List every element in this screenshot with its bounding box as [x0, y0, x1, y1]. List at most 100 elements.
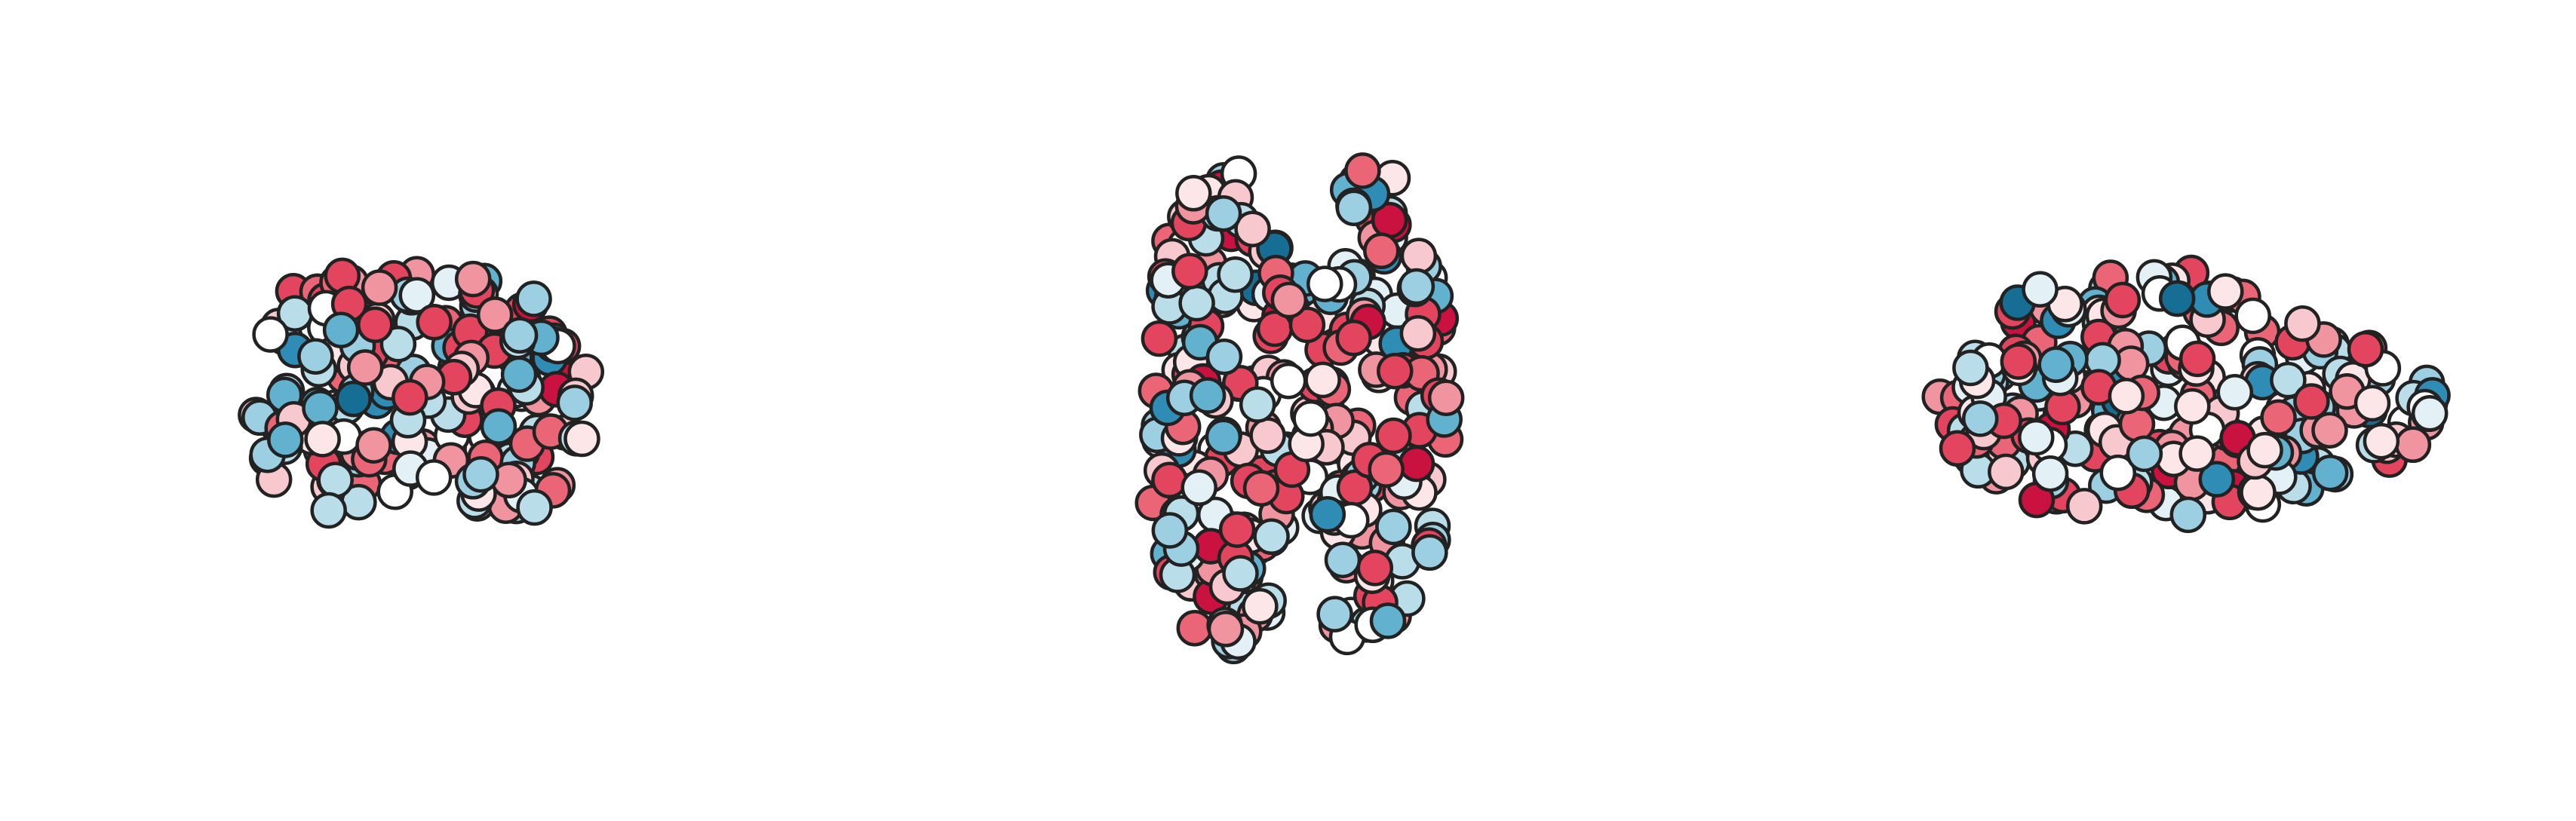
node-marker [1181, 469, 1217, 507]
node-marker [379, 326, 417, 363]
node-marker [1377, 352, 1414, 390]
node-marker [480, 408, 517, 445]
node-marker [1369, 602, 1407, 639]
node-marker [2394, 426, 2432, 464]
node-marker [2174, 388, 2211, 425]
node-marker [1324, 541, 1362, 578]
node-marker [2270, 361, 2307, 399]
node-marker [310, 492, 347, 529]
node-marker [1242, 470, 1280, 507]
node-marker [2178, 340, 2216, 378]
node-marker [1234, 210, 1271, 247]
node-marker [476, 296, 514, 333]
node-marker [2216, 374, 2254, 411]
node-marker [2234, 297, 2271, 335]
node-marker [454, 260, 492, 298]
node-marker [297, 338, 334, 375]
node-marker [515, 280, 552, 317]
node-marker [2347, 330, 2384, 368]
node-marker [1217, 256, 1254, 293]
node-marker [1304, 361, 1341, 399]
node-marker [1335, 189, 1373, 226]
node-marker [1178, 284, 1215, 322]
node-marker [2293, 383, 2330, 420]
node-marker [1988, 453, 2025, 491]
node-marker [2169, 496, 2207, 534]
node-marker [1141, 320, 1178, 357]
node-marker [1205, 339, 1243, 375]
node-marker [1288, 306, 1326, 344]
node-marker [302, 390, 339, 427]
node-marker [1218, 511, 1256, 548]
node-marker [2311, 455, 2349, 492]
node-marker [1205, 195, 1242, 232]
node-marker [501, 317, 539, 354]
node-marker [1253, 518, 1290, 556]
node-marker [322, 311, 360, 348]
node-marker [1309, 496, 1346, 533]
node-marker [2065, 488, 2103, 525]
node-marker [1207, 611, 1245, 648]
node-marker [2260, 399, 2297, 437]
node-marker [1292, 400, 1329, 437]
node-marker [1239, 386, 1276, 423]
node-marker [1939, 430, 1976, 467]
node-marker [355, 427, 392, 464]
node-marker [252, 316, 289, 353]
node-marker [2108, 378, 2145, 415]
node-marker [1189, 377, 1227, 414]
node-marker [1242, 588, 1279, 625]
node-marker [2158, 280, 2196, 317]
node-marker [1363, 232, 1400, 270]
node-marker [317, 461, 354, 498]
node-marker [361, 269, 398, 306]
node-marker [415, 459, 453, 496]
node-marker [357, 306, 394, 344]
node-marker [1411, 534, 1448, 571]
sagittal-view [1921, 254, 2451, 534]
node-marker [2246, 431, 2283, 469]
node-marker [2022, 271, 2059, 308]
node-marker [1270, 362, 1307, 400]
node-marker [1368, 451, 1405, 488]
node-marker [462, 456, 499, 493]
node-marker [2411, 395, 2449, 432]
node-marker [1249, 417, 1286, 455]
node-marker [1375, 508, 1412, 546]
node-marker [346, 349, 384, 386]
node-marker [1175, 175, 1212, 212]
node-marker [1270, 281, 1308, 319]
node-marker [1952, 349, 1989, 387]
node-marker [416, 304, 453, 341]
node-marker [2018, 418, 2055, 456]
node-marker [2284, 305, 2321, 342]
node-marker [1399, 315, 1437, 352]
node-marker [1356, 550, 1394, 587]
node-marker [391, 378, 428, 416]
node-marker [1961, 400, 1999, 437]
node-marker [2198, 461, 2236, 498]
node-marker [1335, 320, 1372, 357]
node-marker [1398, 445, 1435, 482]
node-marker [1151, 512, 1189, 549]
node-marker [304, 421, 341, 458]
node-marker [1176, 609, 1214, 647]
node-marker [2363, 422, 2400, 460]
node-marker [398, 277, 436, 314]
node-marker [2104, 281, 2142, 319]
node-marker [267, 421, 304, 458]
node-marker [1400, 237, 1438, 274]
node-marker [2031, 455, 2069, 492]
node-marker [2353, 384, 2391, 422]
node-marker [2240, 473, 2277, 511]
node-marker [2311, 412, 2348, 449]
node-marker [516, 489, 553, 526]
node-marker [1171, 253, 1208, 289]
node-marker [2037, 346, 2074, 383]
node-marker [335, 380, 372, 418]
node-marker [1375, 417, 1412, 455]
coronal-view [238, 256, 605, 529]
node-marker [2178, 435, 2215, 472]
